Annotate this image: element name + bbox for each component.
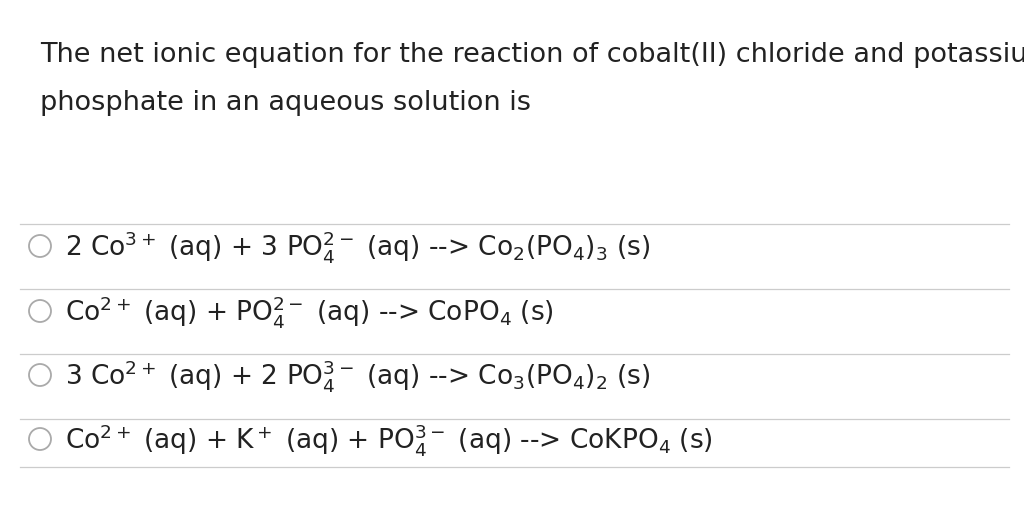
Text: The net ionic equation for the reaction of cobalt(II) chloride and potassium: The net ionic equation for the reaction …: [40, 42, 1024, 68]
Text: Co$^{2+}$ (aq) + K$^+$ (aq) + PO$_4^{3-}$ (aq) --> CoKPO$_4$ (s): Co$^{2+}$ (aq) + K$^+$ (aq) + PO$_4^{3-}…: [65, 421, 713, 457]
Text: Co$^{2+}$ (aq) + PO$_4^{2-}$ (aq) --> CoPO$_4$ (s): Co$^{2+}$ (aq) + PO$_4^{2-}$ (aq) --> Co…: [65, 293, 554, 329]
Text: 2 Co$^{3+}$ (aq) + 3 PO$_4^{2-}$ (aq) --> Co$_2$(PO$_4$)$_3$ (s): 2 Co$^{3+}$ (aq) + 3 PO$_4^{2-}$ (aq) --…: [65, 229, 650, 265]
Text: phosphate in an aqueous solution is: phosphate in an aqueous solution is: [40, 90, 531, 116]
Text: 3 Co$^{2+}$ (aq) + 2 PO$_4^{3-}$ (aq) --> Co$_3$(PO$_4$)$_2$ (s): 3 Co$^{2+}$ (aq) + 2 PO$_4^{3-}$ (aq) --…: [65, 358, 650, 393]
